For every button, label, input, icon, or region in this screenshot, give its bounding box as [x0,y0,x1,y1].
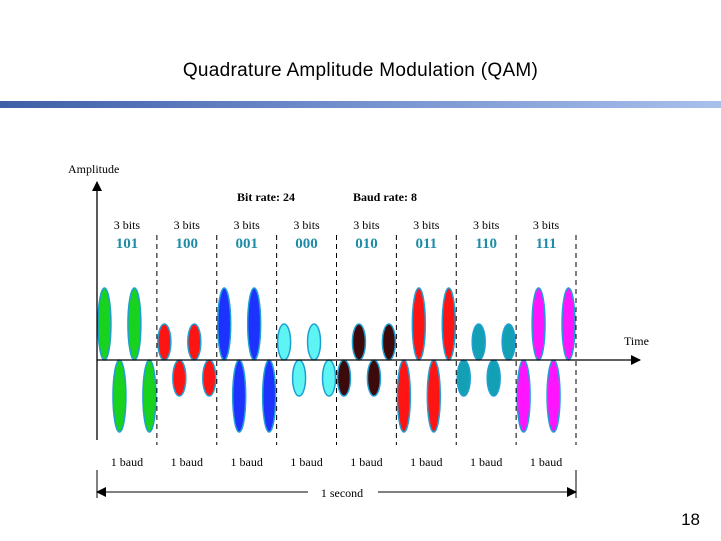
amplitude-axis-label: Amplitude [68,162,119,176]
segment-bits-label: 3 bits [234,218,261,232]
wave-lobe [561,287,576,361]
wave-lobe [426,359,442,433]
time-axis-label: Time [624,334,649,348]
wave-lobe [142,359,157,433]
wave-lobe [276,323,292,361]
duration-label: 1 second [321,486,363,500]
segment-code: 111 [536,236,557,252]
wave-lobe [336,359,352,397]
wave-lobe [471,323,486,361]
wave-lobe [202,359,217,397]
wave-lobe [351,323,367,361]
slide-title: Quadrature Amplitude Modulation (QAM) [182,60,539,81]
segment-bits-label: 3 bits [114,218,141,232]
segment-bits-label: 3 bits [473,218,500,232]
wave-lobe [366,359,382,397]
baud-rate-label: Baud rate: 8 [353,190,417,204]
segment-code: 110 [475,236,497,252]
segment-bits-label: 3 bits [413,218,440,232]
page-number: 18 [681,510,700,529]
wave-lobe [381,323,397,361]
segment-bits-label: 3 bits [174,218,201,232]
segment-code: 100 [176,236,199,252]
wave-lobe [157,323,172,361]
wave-lobe [261,359,277,433]
segment-baud-label: 1 baud [171,455,203,469]
segment-labels: 3 bits 101 1 baud 3 bits 100 1 baud 3 bits 001 1… [111,218,562,469]
segment-bits-label: 3 bits [533,218,560,232]
wave-lobe [486,359,501,397]
segment-bits-label: 3 bits [293,218,320,232]
bit-rate-label: Bit rate: 24 [237,190,295,204]
wave-lobe [112,359,127,433]
baud-separators [156,235,577,445]
segment-baud-label: 1 baud [410,455,442,469]
segment-code: 001 [235,236,258,252]
wave-lobe [546,359,561,433]
wave-lobe [231,359,247,433]
segment-bits-label: 3 bits [353,218,380,232]
segment-code: 101 [116,236,139,252]
segment-baud-label: 1 baud [231,455,263,469]
wave-lobe [97,287,112,361]
segment-code: 010 [355,236,378,252]
wave-lobe [501,323,516,361]
wave-lobe [456,359,471,397]
wave-lobe [217,287,232,361]
wave-lobe [306,323,322,361]
wave-lobe [187,323,202,361]
wave-lobe [396,359,412,433]
wave-lobe [321,359,337,397]
segment-baud-label: 1 baud [350,455,382,469]
segment-code: 000 [295,236,318,252]
wave-lobe [531,287,546,361]
segment-code: 011 [415,236,437,252]
wave-lobe [516,359,531,433]
segment-baud-label: 1 baud [470,455,502,469]
wave-lobe [246,287,262,361]
title-divider [0,101,721,108]
segment-baud-label: 1 baud [111,455,143,469]
wave-lobe [127,287,142,361]
segment-baud-label: 1 baud [290,455,322,469]
wave-lobe [441,287,456,361]
wave-lobe [172,359,187,397]
segment-baud-label: 1 baud [530,455,562,469]
wave-lobe [291,359,307,397]
wave-lobe [411,287,427,361]
